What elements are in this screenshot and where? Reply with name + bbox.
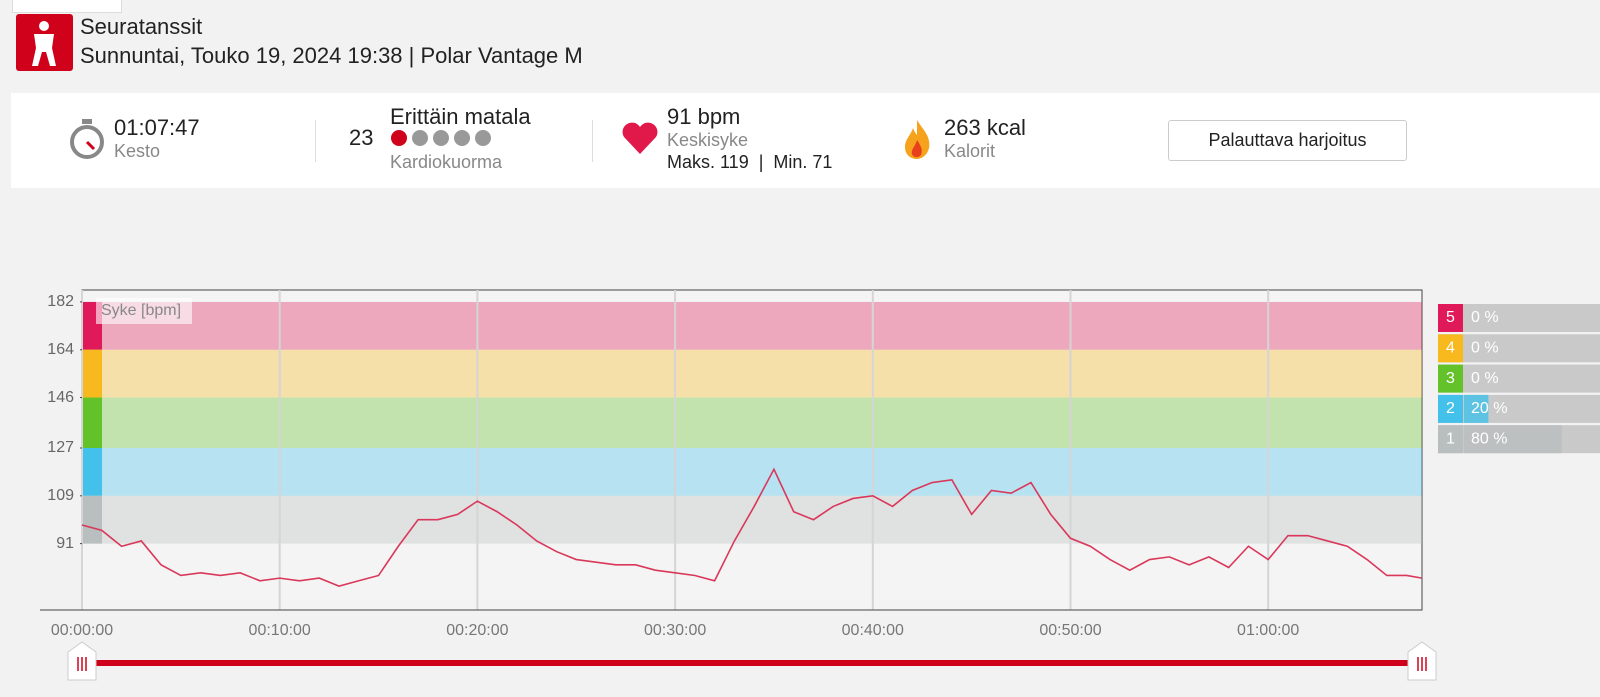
zone-row <box>1438 304 1600 332</box>
cardio-load-value: 23 <box>349 125 374 150</box>
cardio-load-dots <box>391 130 491 146</box>
button[interactable]: Palauttava harjoitus <box>1168 120 1407 161</box>
divider <box>592 120 593 162</box>
subtitle: Sunnuntai, Touko 19, 2024 19:38 | Polar … <box>80 43 583 68</box>
zone-percent-label: 0 % <box>1471 309 1499 326</box>
title: Seuratanssit <box>80 14 203 39</box>
y-tick-label: 182 <box>47 293 74 310</box>
x-tick-label: 01:00:00 <box>1237 622 1299 639</box>
duration-label: Kesto <box>114 141 161 161</box>
legend: Syke [bpm] <box>101 302 181 319</box>
zone-band <box>82 349 1422 398</box>
summary-bar: 01:07:47 Kesto 23 Erittäin matala Kardio… <box>11 93 1600 188</box>
zone-band <box>82 448 1422 496</box>
x-tick-label: 00:30:00 <box>644 622 706 639</box>
sport-icon <box>16 14 73 71</box>
zone-row <box>1438 364 1600 393</box>
zone-number: 1 <box>1446 430 1455 447</box>
heart-rate-range: Maks. 119 | Min. 71 <box>667 152 833 172</box>
zone-number: 3 <box>1446 370 1455 387</box>
zone-number-box <box>1438 334 1463 363</box>
legend-box <box>96 298 192 324</box>
heart-rate-label: Keskisyke <box>667 130 749 150</box>
y-tick-label: 146 <box>47 389 74 406</box>
heart-rate: 91 bpm <box>667 104 741 129</box>
y-tick-label: 109 <box>47 487 74 504</box>
zone-band <box>82 397 1422 449</box>
cardio-load-label: Kardiokuorma <box>390 152 503 172</box>
zone-row <box>1438 334 1600 363</box>
zone-strip <box>82 349 102 398</box>
x-tick-label: 00:20:00 <box>446 622 508 639</box>
divider <box>315 120 316 162</box>
heart-icon <box>622 122 658 154</box>
duration: 01:07:47 <box>114 115 200 140</box>
calories: 263 kcal <box>944 115 1026 140</box>
heart-rate-line <box>81 467 1423 587</box>
zone-strip <box>82 397 102 449</box>
y-tick-label: 91 <box>56 535 74 552</box>
flame-icon <box>905 120 930 159</box>
zone-number-box <box>1438 364 1463 393</box>
zone-number-box <box>1438 425 1463 454</box>
zone-percent-label: 0 % <box>1471 340 1499 357</box>
zone-strip <box>82 495 102 544</box>
zone-percent-bar <box>1464 425 1562 454</box>
zone-percent-label: 80 % <box>1471 430 1507 447</box>
x-tick-label: 00:50:00 <box>1039 622 1101 639</box>
zone-number-box <box>1438 304 1463 332</box>
zone-number: 5 <box>1446 309 1455 326</box>
zone-percent-bar <box>1464 394 1489 423</box>
x-tick-label: 00:10:00 <box>249 622 311 639</box>
zone-number-box <box>1438 394 1463 423</box>
calories-label: Kalorit <box>944 141 996 161</box>
zone-band <box>82 495 1422 544</box>
zone-number: 2 <box>1446 400 1455 417</box>
zone-strip <box>82 448 102 496</box>
zone-band <box>82 301 1422 350</box>
x-tick-label: 00:00:00 <box>51 622 113 639</box>
zone-percent-label: 0 % <box>1471 370 1499 387</box>
zone-percent-label: 20 % <box>1471 400 1507 417</box>
plot-area <box>81 289 1423 611</box>
x-tick-label: 00:40:00 <box>842 622 904 639</box>
tab[interactable] <box>12 0 122 13</box>
y-tick-label: 127 <box>47 439 74 456</box>
y-tick-label: 164 <box>47 341 74 358</box>
stopwatch-icon <box>70 119 104 159</box>
zone-number: 4 <box>1446 340 1455 357</box>
cardio-load-level: Erittäin matala <box>390 104 531 129</box>
